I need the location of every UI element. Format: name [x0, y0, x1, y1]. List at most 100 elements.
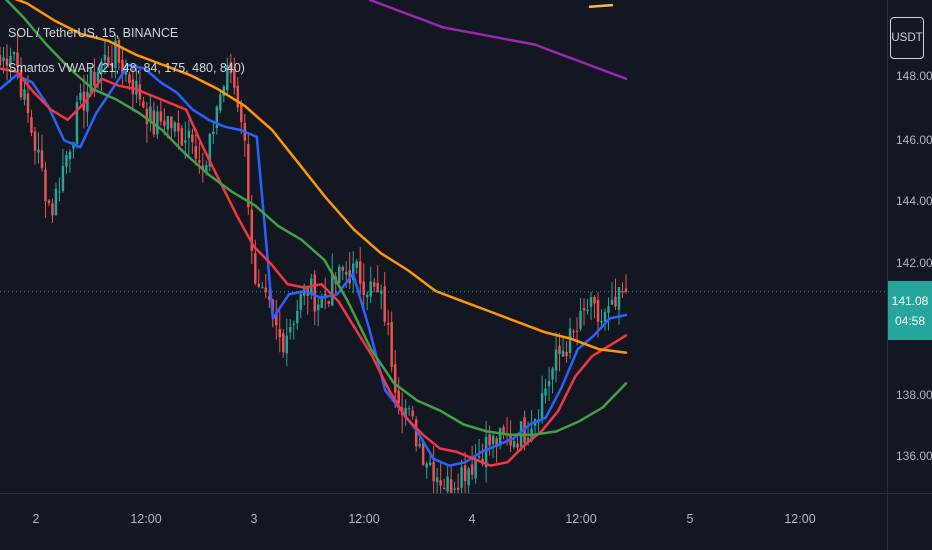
vwap-line-175 [14, 0, 628, 354]
candle-body [110, 63, 114, 67]
candle-body [2, 57, 5, 62]
candle-body [264, 287, 268, 293]
candle-body [572, 331, 575, 333]
price-chart[interactable] [0, 0, 887, 493]
candle-body [47, 200, 51, 204]
candle-body [390, 322, 393, 367]
candle-body [358, 261, 362, 284]
candle-body [491, 435, 495, 444]
time-tick: 5 [686, 512, 694, 526]
candle-body [16, 52, 19, 68]
candle-body [296, 310, 299, 324]
candle-body [456, 487, 460, 490]
candle-body [376, 282, 379, 293]
candle-body [12, 52, 16, 55]
candle-body [453, 488, 456, 490]
candle-body [205, 165, 208, 174]
candle-body [9, 56, 12, 66]
candle-body [365, 294, 369, 298]
candle-body [233, 70, 236, 88]
candle-body [236, 85, 240, 108]
price-tick: 146.00 [896, 133, 932, 147]
candle-body [58, 191, 61, 193]
candle-body [156, 111, 159, 135]
candle-body [341, 266, 344, 271]
vwap-line-84 [4, 0, 628, 437]
candle-body [411, 410, 414, 417]
candle-body [61, 165, 65, 192]
candle-body [467, 468, 470, 486]
time-tick: 4 [468, 512, 476, 526]
candle-body [229, 62, 233, 74]
candle-body [313, 274, 316, 312]
candle-body [82, 91, 86, 111]
candle-body [614, 296, 617, 307]
candle-body [435, 477, 439, 483]
chart-pane[interactable]: SOL / TetherUS, 15, BINANCE Smartos VWAP… [0, 0, 887, 493]
candle-body [145, 108, 149, 125]
candle-body [414, 419, 418, 447]
candle-body [159, 111, 163, 122]
candle-body [516, 443, 519, 448]
candle-body [575, 330, 579, 332]
candle-body [131, 79, 135, 95]
candle-body [404, 408, 407, 418]
candle-body [477, 456, 481, 458]
candle-body [351, 263, 355, 281]
candle-body [299, 294, 302, 310]
candle-body [289, 327, 292, 333]
candle-body [117, 39, 121, 63]
time-tick: 3 [250, 512, 258, 526]
candle-body [624, 288, 628, 292]
currency-button[interactable]: USDT [890, 17, 924, 59]
candle-body [30, 117, 33, 133]
candle-body [166, 116, 170, 130]
vwap-line-48 [0, 67, 628, 467]
candle-body [173, 122, 177, 132]
candle-body [103, 54, 107, 61]
candle-body [124, 70, 128, 75]
candle-body [484, 437, 488, 468]
candle-body [596, 299, 600, 322]
indicator-legend[interactable]: Smartos VWAP (21, 48, 84, 175, 480, 840) [8, 61, 245, 75]
candle-body [512, 440, 516, 448]
candle-body [33, 131, 37, 151]
candle-body [268, 296, 271, 300]
price-axis[interactable]: 148.00 146.00 144.00 142.00 138.00 136.0… [887, 0, 932, 493]
symbol-legend[interactable]: SOL / TetherUS, 15, BINANCE [8, 26, 179, 40]
candle-body [75, 102, 79, 145]
candle-body [184, 140, 187, 143]
candle-body [526, 437, 530, 442]
candle-body [198, 160, 201, 163]
candle-body [107, 56, 110, 66]
candle-body [261, 287, 264, 289]
candle-body [547, 381, 551, 387]
candle-body [240, 104, 243, 123]
candle-body [226, 65, 229, 91]
candle-body [397, 390, 400, 404]
candle-body [51, 203, 54, 216]
candle-body [96, 72, 100, 82]
candle-body [393, 364, 397, 393]
candle-body [5, 58, 9, 66]
candle-body [215, 106, 219, 129]
candle-body [0, 55, 2, 66]
candle-body [540, 393, 544, 421]
time-tick: 2 [32, 512, 40, 526]
candle-body [114, 40, 117, 69]
candle-body [257, 283, 261, 287]
candle-body [582, 307, 586, 311]
candle-body [86, 92, 89, 112]
candle-body [551, 368, 554, 380]
time-axis[interactable]: 2 12:00 3 12:00 4 12:00 5 12:00 [0, 493, 887, 550]
candle-body [495, 438, 498, 448]
candle-body [331, 272, 334, 306]
vwap-line-840 [588, 3, 614, 9]
time-tick: 12:00 [348, 512, 380, 526]
candle-body [292, 323, 295, 325]
candle-body [355, 261, 358, 268]
candle-body [163, 120, 166, 126]
candle-body [589, 297, 593, 307]
candle-body [191, 134, 194, 143]
candle-body [621, 291, 624, 293]
